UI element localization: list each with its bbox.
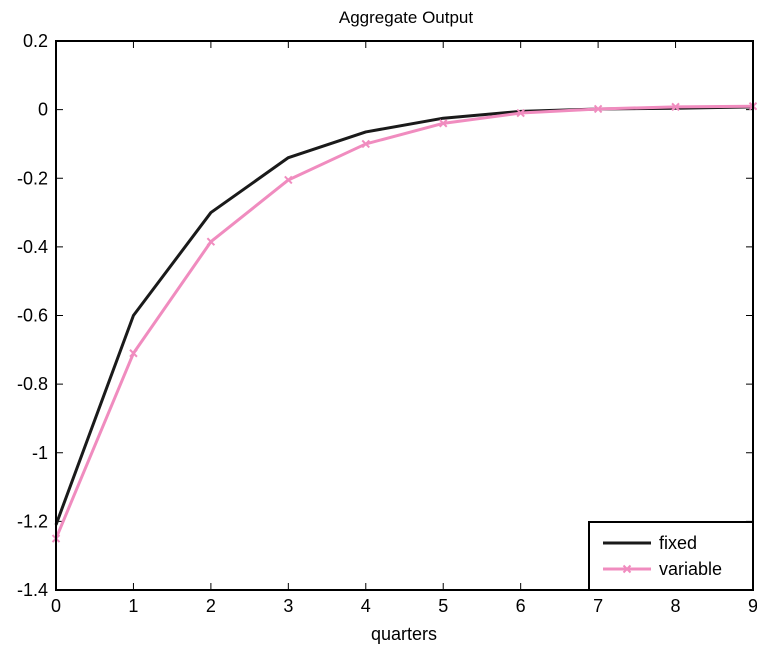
y-tick-label: -0.4	[17, 237, 48, 257]
y-tick-label: -0.6	[17, 306, 48, 326]
x-tick-label: 1	[128, 596, 138, 616]
y-tick-label: -1.4	[17, 580, 48, 600]
y-tick-label: 0	[38, 100, 48, 120]
series-layer	[51, 101, 757, 543]
x-axis-ticks: 0 1 2 3 4 5 6 7 8 9	[51, 41, 757, 616]
legend-label-fixed: fixed	[659, 533, 697, 553]
x-tick-label: 7	[593, 596, 603, 616]
x-tick-label: 3	[283, 596, 293, 616]
legend-box	[588, 521, 754, 591]
x-tick-label: 9	[748, 596, 757, 616]
x-axis-label: quarters	[371, 624, 437, 644]
legend-marker-variable	[622, 564, 632, 574]
data-point-variable	[206, 237, 216, 246]
data-point-variable	[671, 102, 680, 112]
x-tick-label: 0	[51, 596, 61, 616]
x-tick-label: 2	[206, 596, 216, 616]
legend: fixed variable	[588, 521, 754, 591]
y-tick-label: -0.2	[17, 168, 48, 188]
y-axis-ticks: 0.2 0 -0.2 -0.4 -0.6 -0.8 -1 -1.2 -1.4	[17, 31, 753, 600]
data-point-variable	[593, 104, 603, 114]
x-tick-label: 6	[516, 596, 526, 616]
data-point-variable	[284, 175, 293, 185]
data-point-variable	[516, 108, 525, 118]
x-tick-label: 5	[438, 596, 448, 616]
data-point-variable	[129, 349, 138, 358]
y-tick-label: -1.2	[17, 511, 48, 531]
x-tick-label: 8	[671, 596, 681, 616]
y-tick-label: 0.2	[23, 31, 48, 51]
series-line-variable	[54, 104, 754, 540]
chart-title: Aggregate Output	[339, 8, 473, 27]
y-tick-label: -1	[32, 443, 48, 463]
data-point-variable	[439, 119, 448, 128]
x-tick-label: 4	[361, 596, 371, 616]
data-point-variable	[361, 139, 370, 149]
plot-frame	[55, 40, 754, 591]
y-tick-label: -0.8	[17, 374, 48, 394]
legend-label-variable: variable	[659, 559, 722, 579]
